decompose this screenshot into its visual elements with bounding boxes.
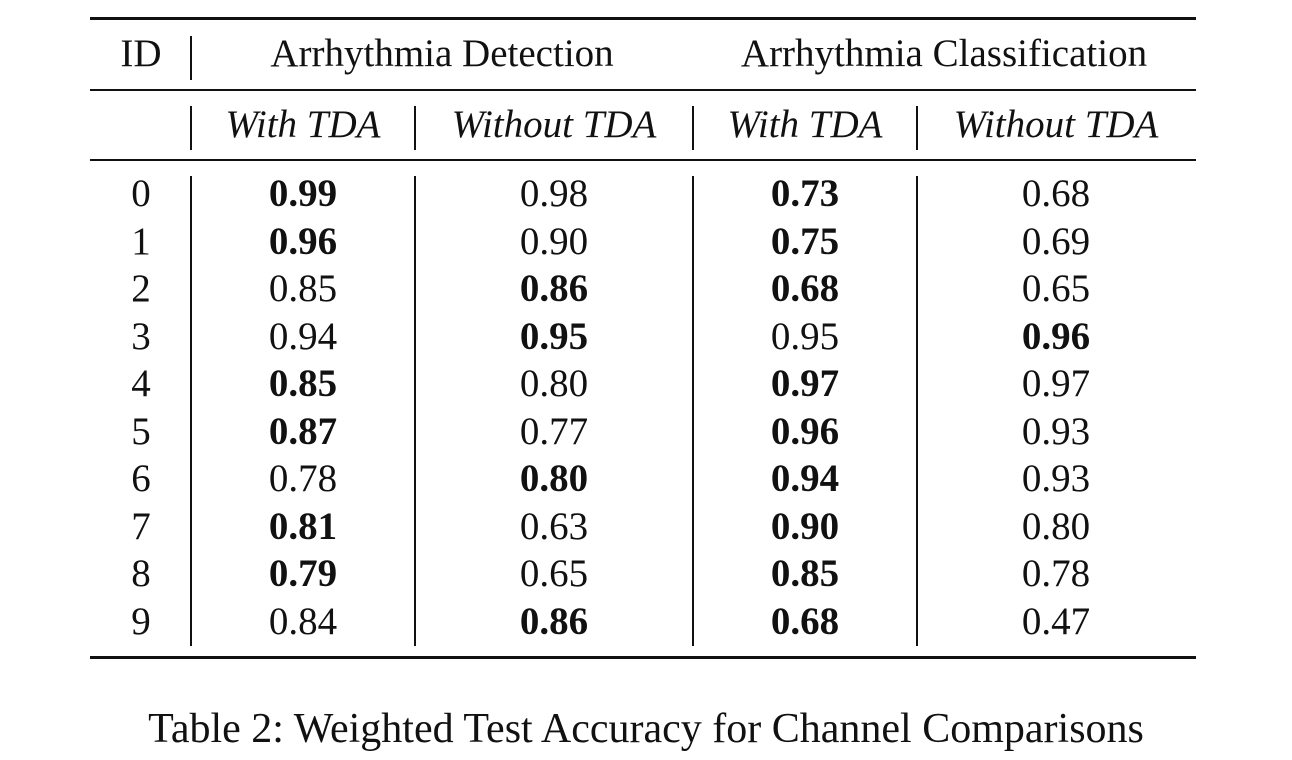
bottom-rule (90, 656, 1196, 659)
table-cell: 0.75 (770, 219, 840, 263)
table-cell: 0.96 (268, 219, 338, 263)
table-cell: 0.65 (519, 552, 589, 595)
table-cell: 0.96 (1021, 314, 1091, 358)
table-cell: 0.80 (1021, 504, 1091, 548)
top-rule (90, 17, 1196, 20)
table-cell: 0.86 (519, 267, 589, 310)
row-id: 6 (131, 457, 151, 500)
table-cell: 0.65 (1021, 267, 1091, 310)
table-cell: 0.79 (268, 552, 338, 595)
table-cell: 0.85 (770, 552, 840, 595)
row-id: 2 (131, 267, 151, 310)
detection-sub-separator-body (414, 176, 416, 646)
row-id: 4 (131, 362, 151, 405)
table-cell: 0.78 (268, 457, 338, 500)
detection-sub-separator-header (414, 106, 416, 150)
table-cell: 0.99 (268, 172, 338, 215)
row-id: 9 (131, 599, 151, 643)
table-cell: 0.97 (1021, 362, 1091, 405)
table-cell: 0.80 (519, 362, 589, 405)
id-separator-body (190, 176, 192, 646)
table-cell: 0.86 (519, 599, 589, 643)
group-separator-header (692, 106, 694, 150)
id-separator-subheader (190, 106, 192, 150)
table-cell: 0.85 (268, 362, 338, 405)
table-cell: 0.63 (519, 504, 589, 548)
table-cell: 0.93 (1021, 457, 1091, 500)
table-cell: 0.96 (770, 409, 840, 453)
table-cell: 0.95 (770, 314, 840, 358)
table-cell: 0.68 (770, 599, 840, 643)
table-caption: Table 2: Weighted Test Accuracy for Chan… (148, 706, 1144, 752)
table-cell: 0.47 (1021, 599, 1091, 643)
row-id: 0 (131, 172, 151, 215)
id-separator-header (190, 36, 192, 80)
table-cell: 0.68 (770, 267, 840, 310)
id-header: ID (120, 32, 162, 75)
row-id: 5 (131, 409, 151, 453)
classification-without-tda-header: Without TDA (953, 103, 1159, 146)
classification-with-tda-header: With TDA (727, 103, 883, 146)
row-id: 7 (131, 504, 151, 548)
table-cell: 0.80 (519, 457, 589, 500)
table-cell: 0.84 (268, 599, 338, 643)
detection-without-tda-header: Without TDA (451, 103, 657, 146)
table-cell: 0.85 (268, 267, 338, 310)
table-cell: 0.69 (1021, 219, 1091, 263)
detection-with-tda-header: With TDA (225, 103, 381, 146)
table-cell: 0.81 (268, 504, 338, 548)
detection-group-header: Arrhythmia Detection (270, 32, 614, 75)
table-cell: 0.94 (268, 314, 338, 358)
table-cell: 0.93 (1021, 409, 1091, 453)
header-rule (90, 89, 1196, 91)
table-cell: 0.97 (770, 362, 840, 405)
classification-sub-separator-header (916, 106, 918, 150)
table-cell: 0.87 (268, 409, 338, 453)
table-cell: 0.78 (1021, 552, 1091, 595)
table-cell: 0.90 (770, 504, 840, 548)
table-cell: 0.73 (770, 172, 840, 215)
subheader-rule (90, 159, 1196, 161)
group-separator-body (692, 176, 694, 646)
row-id: 8 (131, 552, 151, 595)
classification-sub-separator-body (916, 176, 918, 646)
table-cell: 0.68 (1021, 172, 1091, 215)
row-id: 1 (131, 219, 151, 263)
classification-group-header: Arrhythmia Classification (740, 32, 1148, 75)
table-cell: 0.90 (519, 219, 589, 263)
table-cell: 0.95 (519, 314, 589, 358)
table-cell: 0.98 (519, 172, 589, 215)
row-id: 3 (131, 314, 151, 358)
table-cell: 0.77 (519, 409, 589, 453)
table-cell: 0.94 (770, 457, 840, 500)
